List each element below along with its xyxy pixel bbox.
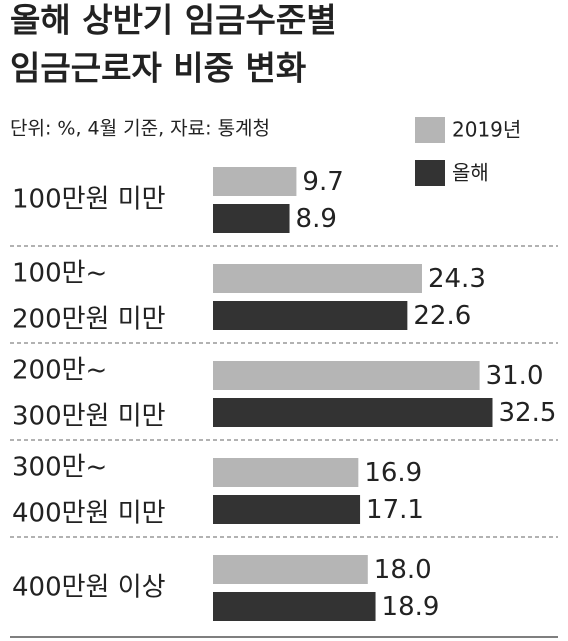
value-label: 32.5 — [499, 398, 557, 428]
value-label: 18.0 — [374, 555, 432, 585]
subtitle: 단위: %, 4월 기준, 자료: 통계청 — [10, 118, 270, 140]
bar — [213, 301, 408, 330]
legend-swatch — [415, 160, 445, 186]
legend-swatch — [415, 117, 445, 143]
bar — [213, 592, 376, 621]
bar — [213, 204, 290, 233]
category-label: 100만~ — [12, 259, 107, 289]
value-label: 9.7 — [302, 167, 343, 197]
value-label: 24.3 — [428, 264, 486, 294]
bar — [213, 361, 480, 390]
value-label: 16.9 — [364, 458, 422, 488]
bar — [213, 495, 361, 524]
chart-title: 임금근로자 비중 변화 — [10, 49, 306, 88]
legend-label: 올해 — [452, 161, 489, 185]
value-label: 31.0 — [486, 361, 544, 391]
bar — [213, 167, 297, 196]
category-label: 300만~ — [12, 453, 107, 483]
category-label: 300만원 미만 — [12, 402, 166, 432]
bar — [213, 458, 359, 487]
legend-label: 2019년 — [452, 118, 521, 142]
category-label: 200만원 미만 — [12, 305, 166, 335]
bar — [213, 264, 422, 293]
category-label: 100만원 미만 — [12, 185, 166, 215]
value-label: 18.9 — [382, 592, 440, 622]
bar — [213, 398, 493, 427]
category-label: 400만원 미만 — [12, 499, 166, 529]
value-label: 17.1 — [366, 495, 424, 525]
value-label: 22.6 — [413, 301, 471, 331]
bar — [213, 555, 368, 584]
chart-title: 올해 상반기 임금수준별 — [10, 1, 337, 40]
category-label: 400만원 이상 — [12, 573, 166, 603]
category-label: 200만~ — [12, 356, 107, 386]
value-label: 8.9 — [296, 204, 337, 234]
